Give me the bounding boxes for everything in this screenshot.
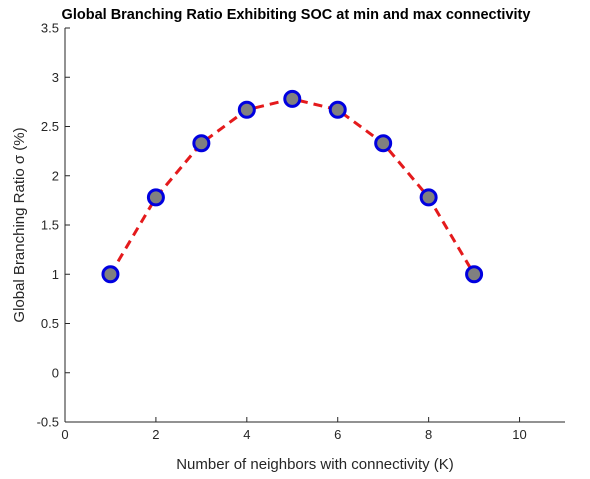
x-tick-label: 4: [243, 427, 250, 442]
y-tick-label: 1.5: [41, 218, 59, 233]
chart-title: Global Branching Ratio Exhibiting SOC at…: [62, 7, 531, 23]
data-point: [101, 265, 120, 284]
data-point: [283, 89, 302, 108]
y-tick-label: 0.5: [41, 316, 59, 331]
data-point: [465, 265, 484, 284]
data-point: [192, 134, 211, 153]
data-point: [328, 100, 347, 119]
x-tick-label: 8: [425, 427, 432, 442]
x-tick-label: 0: [61, 427, 68, 442]
data-point: [146, 188, 165, 207]
x-tick-label: 2: [152, 427, 159, 442]
y-tick-label: 1: [52, 267, 59, 282]
x-axis-title: Number of neighbors with connectivity (K…: [176, 456, 454, 473]
data-point: [374, 134, 393, 153]
x-tick-label: 6: [334, 427, 341, 442]
y-tick-label: 2.5: [41, 119, 59, 134]
y-tick-label: 0: [52, 365, 59, 380]
data-point: [419, 188, 438, 207]
y-axis-title: Global Branching Ratio σ (%): [11, 127, 28, 322]
y-tick-label: -0.5: [37, 415, 59, 430]
y-tick-label: 2: [52, 168, 59, 183]
y-tick-label: 3.5: [41, 21, 59, 36]
x-ticks: 0 2 4 6 8 10: [61, 417, 527, 442]
data-point: [237, 100, 256, 119]
y-tick-label: 3: [52, 70, 59, 85]
series-layer: [101, 89, 484, 284]
y-ticks: -0.5 0 0.5 1 1.5 2 2.5 3 3.5: [37, 21, 70, 430]
series-line: [109, 97, 476, 276]
axes: [64, 28, 565, 423]
x-tick-label: 10: [512, 427, 526, 442]
